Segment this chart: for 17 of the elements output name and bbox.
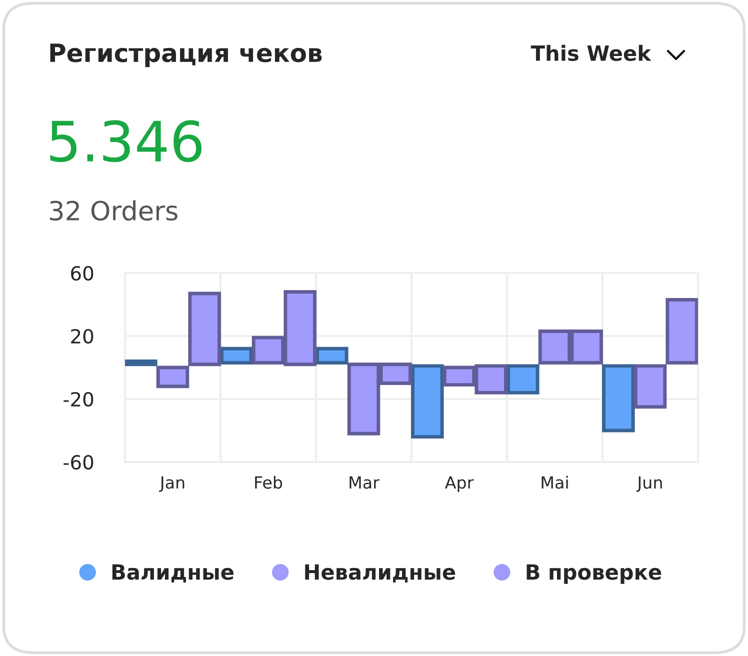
chart-title: Регистрация чеков — [50, 44, 322, 68]
x-tick-label: Jan — [159, 476, 184, 492]
text: 5.346 — [50, 120, 202, 162]
y-tick-label: 20 — [71, 328, 94, 344]
x-tick-label: Apr — [444, 476, 474, 492]
y-tick-label: -20 — [64, 392, 94, 407]
x-tick-label: Mar — [350, 476, 380, 489]
x-tick-label: Mai — [542, 476, 568, 489]
y-tick-label: -60 — [64, 454, 94, 470]
y-tick-label: 60 — [71, 266, 94, 281]
legend-label: Невалидные — [305, 564, 456, 582]
text: 32 Orders — [50, 200, 178, 221]
legend-label: В проверке — [526, 564, 662, 584]
x-tick-label: Jun — [636, 476, 662, 492]
text: This Week — [530, 44, 652, 62]
x-tick-label: Feb — [255, 476, 282, 489]
legend-label: Валидные — [112, 564, 234, 582]
